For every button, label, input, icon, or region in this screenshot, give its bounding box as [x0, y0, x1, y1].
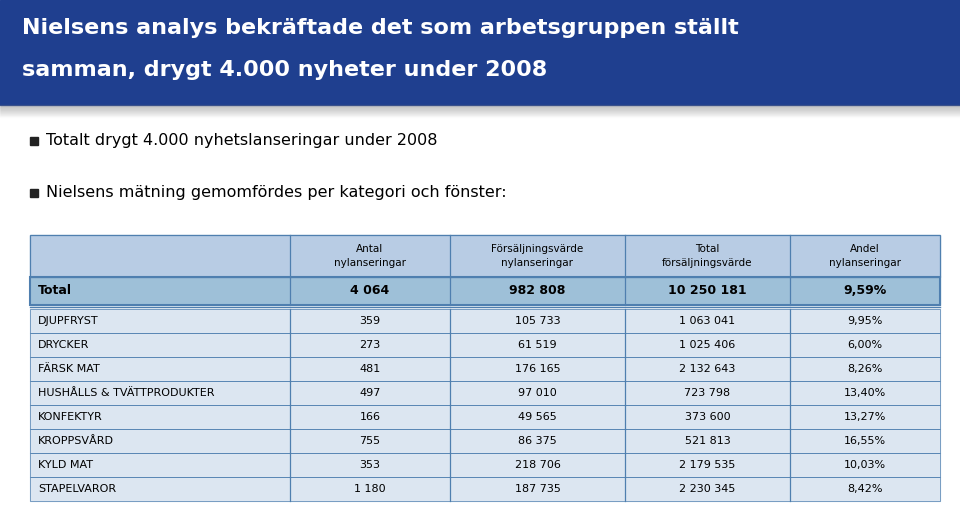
Bar: [0, 110, 960, 111]
Text: 982 808: 982 808: [510, 284, 565, 298]
Text: Totalt drygt 4.000 nyhetslanseringar under 2008: Totalt drygt 4.000 nyhetslanseringar und…: [46, 133, 438, 148]
Bar: [30, 429, 940, 453]
Text: 1 025 406: 1 025 406: [680, 340, 735, 350]
Bar: [30, 381, 940, 405]
Text: 755: 755: [359, 436, 380, 446]
Text: 176 165: 176 165: [515, 364, 561, 374]
Bar: [30, 137, 38, 145]
Text: 359: 359: [359, 316, 380, 326]
Bar: [0, 115, 960, 116]
Bar: [30, 333, 940, 357]
Text: STAPELVAROR: STAPELVAROR: [38, 484, 116, 494]
Text: 1 180: 1 180: [354, 484, 386, 494]
Text: KONFEKTYR: KONFEKTYR: [38, 412, 103, 422]
Text: 9,95%: 9,95%: [848, 316, 882, 326]
Bar: [30, 333, 940, 357]
Bar: [30, 429, 940, 453]
Bar: [0, 114, 960, 115]
Text: 187 735: 187 735: [515, 484, 561, 494]
Text: 2 132 643: 2 132 643: [680, 364, 735, 374]
Text: 13,27%: 13,27%: [844, 412, 886, 422]
Text: 86 375: 86 375: [518, 436, 557, 446]
Bar: [0, 108, 960, 109]
Bar: [0, 107, 960, 108]
Bar: [0, 109, 960, 110]
Text: 2 230 345: 2 230 345: [680, 484, 735, 494]
Text: HUSHÅLLS & TVÄTTPRODUKTER: HUSHÅLLS & TVÄTTPRODUKTER: [38, 388, 214, 398]
Text: DJUPFRYST: DJUPFRYST: [38, 316, 99, 326]
Text: 273: 273: [359, 340, 380, 350]
Bar: [0, 113, 960, 114]
Text: 373 600: 373 600: [684, 412, 731, 422]
Bar: [0, 0, 960, 105]
Text: 723 798: 723 798: [684, 388, 731, 398]
Bar: [30, 405, 940, 429]
Text: samman, drygt 4.000 nyheter under 2008: samman, drygt 4.000 nyheter under 2008: [22, 60, 547, 80]
Text: 10,03%: 10,03%: [844, 460, 886, 470]
Text: Total: Total: [38, 284, 72, 298]
Bar: [30, 309, 940, 333]
Bar: [30, 277, 940, 305]
Text: 353: 353: [359, 460, 380, 470]
Bar: [30, 357, 940, 381]
Text: 105 733: 105 733: [515, 316, 561, 326]
Bar: [30, 235, 940, 277]
Text: Nielsens mätning gemomfördes per kategori och fönster:: Nielsens mätning gemomfördes per kategor…: [46, 185, 507, 200]
Bar: [30, 277, 940, 305]
Text: Antal
nylanseringar: Antal nylanseringar: [334, 244, 406, 268]
Text: 481: 481: [359, 364, 380, 374]
Text: 8,42%: 8,42%: [848, 484, 883, 494]
Text: 97 010: 97 010: [518, 388, 557, 398]
Text: Andel
nylanseringar: Andel nylanseringar: [829, 244, 901, 268]
Text: DRYCKER: DRYCKER: [38, 340, 89, 350]
Bar: [0, 111, 960, 112]
Text: KROPPSVÅRD: KROPPSVÅRD: [38, 436, 114, 446]
Text: Total
försäljningsvärde: Total försäljningsvärde: [662, 244, 753, 268]
Bar: [0, 112, 960, 113]
Bar: [30, 477, 940, 501]
Bar: [30, 405, 940, 429]
Text: 4 064: 4 064: [350, 284, 390, 298]
Text: 166: 166: [359, 412, 380, 422]
Text: 497: 497: [359, 388, 381, 398]
Text: 16,55%: 16,55%: [844, 436, 886, 446]
Text: Nielsens analys bekräftade det som arbetsgruppen ställt: Nielsens analys bekräftade det som arbet…: [22, 18, 739, 38]
Bar: [30, 453, 940, 477]
Text: 49 565: 49 565: [518, 412, 557, 422]
Bar: [30, 309, 940, 333]
Text: 1 063 041: 1 063 041: [680, 316, 735, 326]
Text: KYLD MAT: KYLD MAT: [38, 460, 93, 470]
Text: 13,40%: 13,40%: [844, 388, 886, 398]
Bar: [30, 189, 38, 197]
Text: 6,00%: 6,00%: [848, 340, 882, 350]
Bar: [0, 105, 960, 106]
Text: 2 179 535: 2 179 535: [680, 460, 735, 470]
Bar: [0, 116, 960, 117]
Bar: [0, 106, 960, 107]
Text: 8,26%: 8,26%: [848, 364, 882, 374]
Text: Försäljningsvärde
nylanseringar: Försäljningsvärde nylanseringar: [492, 244, 584, 268]
Text: 218 706: 218 706: [515, 460, 561, 470]
Bar: [30, 453, 940, 477]
Bar: [30, 357, 940, 381]
Text: 61 519: 61 519: [518, 340, 557, 350]
Text: 521 813: 521 813: [684, 436, 731, 446]
Bar: [30, 235, 940, 277]
Text: 10 250 181: 10 250 181: [668, 284, 747, 298]
Bar: [30, 477, 940, 501]
Bar: [30, 381, 940, 405]
Text: 9,59%: 9,59%: [844, 284, 887, 298]
Text: FÄRSK MAT: FÄRSK MAT: [38, 364, 100, 374]
